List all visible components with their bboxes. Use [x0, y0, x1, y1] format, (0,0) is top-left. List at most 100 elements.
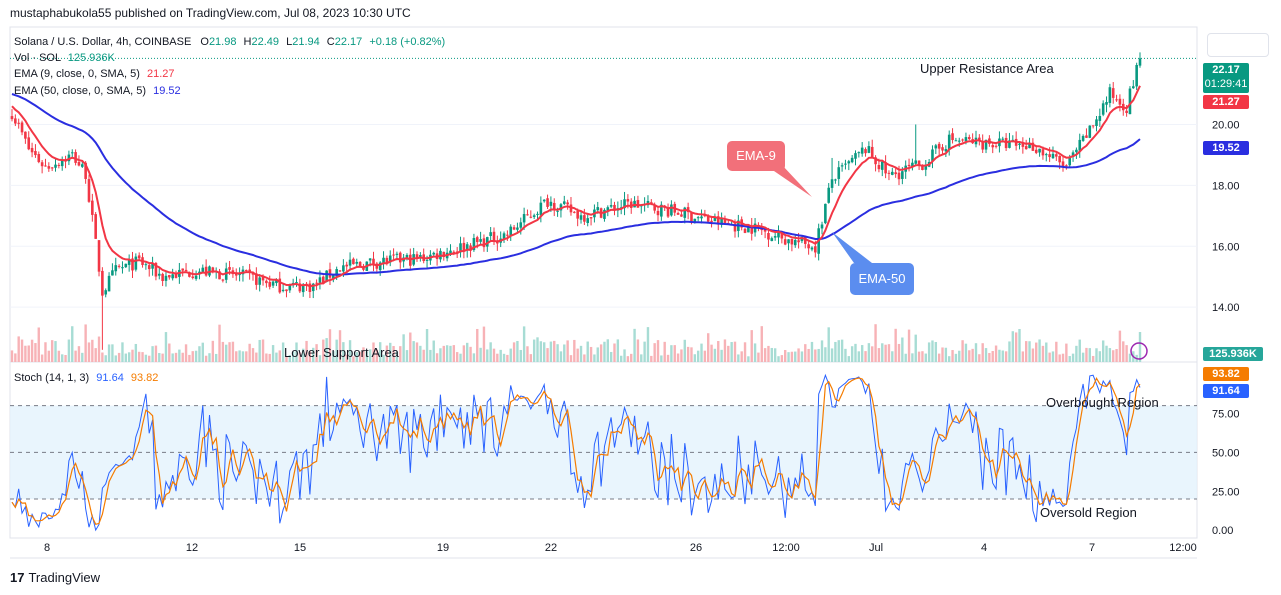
ema9-legend[interactable]: EMA (9, close, 0, SMA, 5) 21.27 — [14, 67, 175, 81]
ema50-legend[interactable]: EMA (50, close, 0, SMA, 5) 19.52 — [14, 84, 181, 98]
volume-bar — [412, 341, 415, 362]
volume-bar — [409, 332, 412, 362]
candle-body — [1098, 115, 1102, 121]
volume-bar — [57, 350, 61, 362]
volume-bar — [375, 349, 379, 362]
stoch-legend[interactable]: Stoch (14, 1, 3) 91.64 93.82 — [14, 371, 158, 385]
candle-body — [107, 275, 111, 292]
candle-body — [700, 216, 703, 219]
volume-bar — [834, 341, 837, 362]
candle-body — [127, 259, 131, 265]
volume-legend[interactable]: Vol · SOL 125.936K — [14, 51, 115, 65]
candle-body — [837, 167, 841, 179]
volume-bar — [894, 328, 897, 362]
candle-body — [1044, 154, 1048, 156]
candle-body — [877, 165, 881, 170]
low-label: L — [286, 36, 293, 48]
symbol-legend[interactable]: Solana / U.S. Dollar, 4h, COINBASE O21.9… — [14, 35, 445, 49]
volume-bar — [442, 345, 445, 362]
candle-body — [921, 165, 924, 170]
volume-bar — [777, 356, 780, 362]
close-label: C — [326, 36, 335, 48]
volume-bar — [589, 346, 593, 362]
volume-bar — [1045, 342, 1048, 362]
volume-bar — [1075, 345, 1078, 362]
volume-bar — [318, 355, 322, 362]
volume-bar — [783, 349, 787, 362]
candle-body — [653, 204, 656, 211]
volume-bar — [502, 353, 506, 362]
candle-body — [281, 289, 285, 292]
tradingview-logo-icon: 17 — [10, 570, 25, 585]
candle-body — [860, 147, 864, 154]
volume-bar — [974, 343, 978, 362]
volume-bar — [191, 351, 194, 362]
volume-bar — [141, 352, 144, 362]
candle-body — [814, 246, 817, 253]
candle-body — [388, 255, 392, 263]
volume-bar — [325, 338, 328, 362]
candle-body — [265, 280, 268, 284]
volume-bar — [1038, 339, 1041, 362]
volume-bar — [389, 342, 392, 362]
candle-body — [947, 134, 951, 150]
volume-bar — [121, 342, 124, 362]
candle-body — [479, 239, 482, 242]
candle-body — [954, 140, 958, 142]
volume-bar — [837, 340, 840, 362]
volume-bar — [569, 355, 573, 362]
candle-body — [1128, 88, 1132, 115]
stoch-d-line — [11, 376, 1141, 526]
volume-bar — [1098, 351, 1102, 362]
candle-body — [325, 270, 328, 282]
volume-bar — [161, 353, 164, 362]
volume-bar — [606, 339, 609, 362]
candle-body — [1088, 125, 1092, 138]
volume-bar — [891, 351, 894, 362]
volume-bar — [599, 344, 603, 362]
volume-bar — [814, 349, 817, 362]
volume-bar — [1081, 352, 1085, 362]
time-tick-label: 15 — [294, 542, 306, 554]
candle-body — [1125, 110, 1128, 114]
volume-bar — [308, 351, 312, 362]
bar-countdown: 01:29:41 — [1204, 78, 1248, 90]
volume-bar — [563, 344, 566, 362]
candle-body — [30, 147, 34, 153]
candle-body — [683, 207, 687, 218]
volume-label: Vol · SOL — [14, 52, 61, 64]
candle-body — [392, 254, 395, 256]
volume-bar — [546, 348, 549, 362]
candle-body — [87, 179, 91, 202]
candle-body — [1055, 154, 1058, 157]
volume-bar — [24, 345, 27, 362]
volume-bar — [656, 340, 660, 362]
volume-bar — [1108, 348, 1112, 362]
candle-body — [134, 256, 138, 270]
candle-body — [1028, 142, 1031, 149]
candle-body — [144, 264, 148, 266]
candle-body — [1132, 86, 1135, 89]
candle-body — [131, 258, 134, 271]
volume-bar — [864, 351, 867, 362]
tradingview-brand[interactable]: 17 TradingView — [10, 570, 100, 585]
candle-body — [941, 147, 944, 151]
candle-body — [278, 278, 282, 293]
volume-bar — [168, 343, 171, 362]
volume-bar — [1115, 349, 1118, 362]
volume-bar — [214, 353, 218, 362]
volume-bar — [479, 347, 482, 362]
volume-bar — [1122, 341, 1125, 362]
volume-bar — [1048, 352, 1051, 362]
volume-bar — [131, 349, 134, 362]
volume-bar — [780, 355, 784, 362]
volume-bar — [824, 347, 827, 362]
candle-body — [532, 215, 536, 217]
volume-bar — [275, 352, 278, 362]
volume-bar — [640, 354, 643, 362]
open-value: 21.98 — [208, 36, 237, 48]
volume-bar — [536, 337, 539, 362]
chart-control-button[interactable] — [1207, 33, 1269, 57]
candle-body — [690, 212, 693, 222]
